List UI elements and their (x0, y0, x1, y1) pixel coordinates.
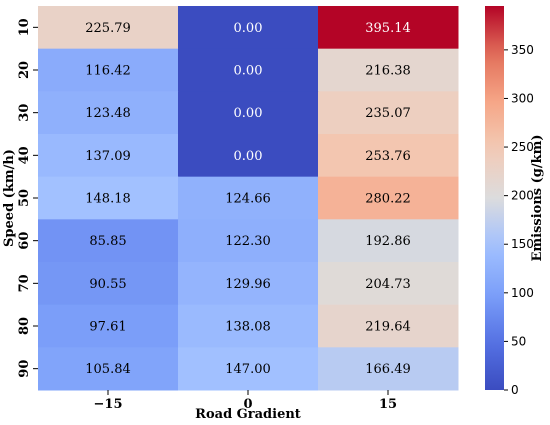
cell-value-label: 85.85 (89, 234, 126, 249)
heatmap-cell (318, 219, 459, 263)
cell-value-label: 0.00 (234, 149, 263, 164)
heatmap-cell (178, 304, 319, 348)
heatmap-cell (318, 304, 459, 348)
heatmap-cell (318, 91, 459, 135)
cell-value-label: 90.55 (89, 277, 126, 292)
colorbar-tick-label: 350 (511, 43, 534, 57)
cell-value-label: 122.30 (225, 234, 271, 249)
cell-value-label: 395.14 (365, 21, 411, 36)
heatmap-cell (178, 219, 319, 263)
cell-value-label: 253.76 (365, 149, 411, 164)
cell-value-label: 138.08 (225, 320, 271, 335)
cell-value-label: 0.00 (234, 64, 263, 79)
heatmap-cell (38, 262, 179, 306)
heatmap-cell (178, 91, 319, 135)
colorbar-tick-label: 250 (511, 140, 534, 154)
heatmap-cell (318, 176, 459, 220)
cell-value-label: 166.49 (365, 362, 411, 377)
cell-value-label: 192.86 (365, 234, 411, 249)
heatmap-cell (38, 134, 179, 178)
heatmap-cell (318, 48, 459, 92)
cell-value-label: 235.07 (365, 106, 411, 121)
cell-value-label: 148.18 (85, 192, 131, 207)
heatmap-cell (38, 91, 179, 135)
y-tick-label: 60 (17, 232, 32, 250)
cell-value-label: 105.84 (85, 362, 131, 377)
colorbar-tick-label: 150 (511, 237, 534, 251)
y-tick-label: 30 (17, 104, 32, 122)
y-axis: 10 20 30 40 50 60 70 80 90 (17, 18, 38, 378)
x-tick-label: 15 (379, 397, 397, 412)
heatmap-cell (38, 304, 179, 348)
cell-value-label: 137.09 (85, 149, 131, 164)
colorbar-tick-label: 100 (511, 286, 534, 300)
heatmap-cell (318, 347, 459, 391)
x-axis: −15 0 15 (94, 390, 397, 412)
colorbar-gradient (485, 6, 504, 390)
cell-value-label: 225.79 (85, 21, 131, 36)
heatmap-cell (38, 219, 179, 263)
cell-value-label: 0.00 (234, 21, 263, 36)
y-tick-label: 40 (17, 146, 32, 164)
y-tick-label: 70 (17, 274, 32, 292)
x-tick-label: −15 (94, 397, 123, 412)
heatmap-cell (318, 262, 459, 306)
colorbar-title: Emissions (g/km) (530, 134, 545, 261)
y-tick-label: 80 (17, 317, 32, 335)
heatmap-cell (38, 48, 179, 92)
colorbar-tick-label: 300 (511, 91, 534, 105)
heatmap-cell-labels: 225.79 0.00 395.14 116.42 0.00 216.38 123.48 0.… (85, 21, 411, 377)
heatmap-cell (178, 48, 319, 92)
cell-value-label: 129.96 (225, 277, 271, 292)
heatmap-cell (38, 176, 179, 220)
x-tick-label: 0 (243, 397, 252, 412)
heatmap-cell (178, 6, 319, 50)
heatmap-cell (178, 262, 319, 306)
x-axis-title: Road Gradient (195, 407, 301, 422)
heatmap-cell (178, 347, 319, 391)
colorbar-tick-label: 0 (511, 383, 519, 397)
y-axis-title: Speed (km/h) (2, 149, 17, 247)
cell-value-label: 123.48 (85, 106, 131, 121)
cell-value-label: 219.64 (365, 320, 411, 335)
heatmap-cell (178, 134, 319, 178)
y-tick-label: 90 (17, 360, 32, 378)
cell-value-label: 280.22 (365, 192, 411, 207)
heatmap-cell (318, 6, 459, 50)
y-tick-label: 10 (17, 18, 32, 36)
cell-value-label: 204.73 (365, 277, 411, 292)
heatmap-cell (178, 176, 319, 220)
cell-value-label: 216.38 (365, 64, 411, 79)
y-tick-label: 50 (17, 189, 32, 207)
cell-value-label: 124.66 (225, 192, 271, 207)
colorbar-tick-label: 200 (511, 189, 534, 203)
cell-value-label: 0.00 (234, 106, 263, 121)
heatmap-cells (38, 6, 459, 391)
y-tick-label: 20 (17, 61, 32, 79)
heatmap-cell (38, 347, 179, 391)
cell-value-label: 97.61 (89, 320, 126, 335)
colorbar: 0 50 100 150 200 250 300 350 (485, 6, 534, 397)
cell-value-label: 116.42 (85, 64, 131, 79)
cell-value-label: 147.00 (225, 362, 271, 377)
heatmap-cell (38, 6, 179, 50)
colorbar-tick-label: 50 (511, 334, 526, 348)
heatmap-cell (318, 134, 459, 178)
